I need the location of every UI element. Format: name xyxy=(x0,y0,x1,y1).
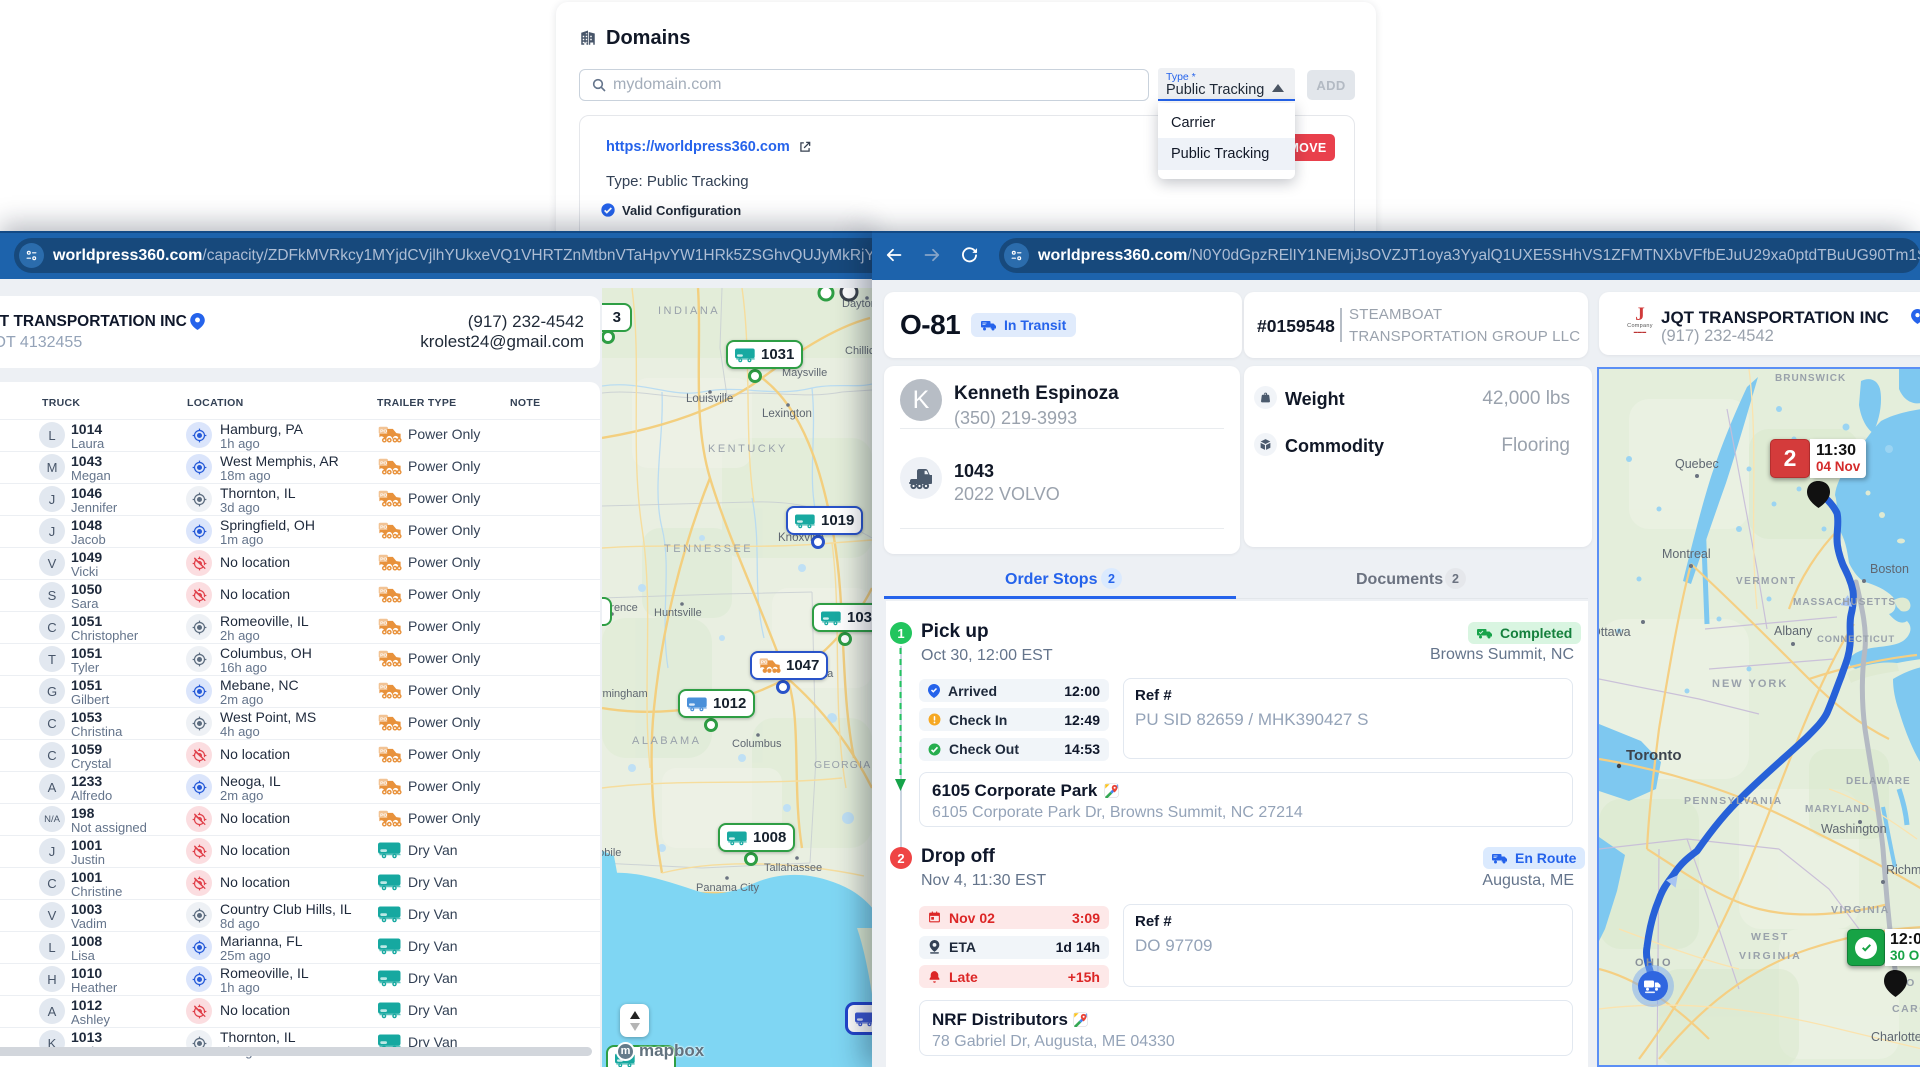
svg-text:Toronto: Toronto xyxy=(1626,747,1682,764)
svg-text:Tallahassee: Tallahassee xyxy=(764,862,822,874)
svg-text:Richmond: Richmond xyxy=(1886,863,1920,877)
svg-text:KENTUCKY: KENTUCKY xyxy=(708,443,788,455)
svg-text:Mobile: Mobile xyxy=(602,847,621,859)
svg-text:Montreal: Montreal xyxy=(1662,547,1711,561)
svg-text:Chillicoth: Chillicoth xyxy=(845,345,872,357)
svg-text:Louisville: Louisville xyxy=(686,393,733,405)
svg-text:Lexington: Lexington xyxy=(762,408,812,420)
svg-text:VIRGINIA: VIRGINIA xyxy=(1831,904,1890,916)
svg-text:Charlotte: Charlotte xyxy=(1871,1030,1920,1044)
svg-text:BRUNSWICK: BRUNSWICK xyxy=(1775,373,1846,384)
svg-text:PO: PO xyxy=(380,588,387,594)
svg-text:OHIO: OHIO xyxy=(1635,957,1673,969)
svg-text:MASSACHUSETTS: MASSACHUSETTS xyxy=(1793,597,1896,608)
svg-text:INDIANA: INDIANA xyxy=(658,305,720,317)
svg-text:CARO: CARO xyxy=(1892,1003,1920,1015)
svg-text:PO: PO xyxy=(380,748,387,754)
svg-text:PO: PO xyxy=(380,716,387,722)
svg-text:ALABAMA: ALABAMA xyxy=(632,735,701,747)
svg-text:DELAWARE: DELAWARE xyxy=(1846,776,1911,787)
svg-text:PO: PO xyxy=(380,524,387,530)
svg-text:TENNESSEE: TENNESSEE xyxy=(664,543,753,555)
svg-text:PO: PO xyxy=(380,684,387,690)
svg-text:PO: PO xyxy=(380,460,387,466)
svg-text:VERMONT: VERMONT xyxy=(1736,576,1797,587)
svg-text:MARYLAND: MARYLAND xyxy=(1805,804,1870,815)
svg-text:PO: PO xyxy=(380,780,387,786)
svg-text:WEST: WEST xyxy=(1751,931,1789,943)
svg-text:PO: PO xyxy=(380,428,387,434)
svg-text:PO: PO xyxy=(380,652,387,658)
svg-text:CONNECTICUT: CONNECTICUT xyxy=(1817,634,1895,645)
svg-text:Washington: Washington xyxy=(1821,822,1887,836)
svg-text:Ottawa: Ottawa xyxy=(1599,625,1631,639)
svg-text:Albany: Albany xyxy=(1774,624,1813,638)
svg-text:Maysville: Maysville xyxy=(782,367,827,379)
svg-text:PO: PO xyxy=(761,660,768,665)
svg-text:GEORGIA: GEORGIA xyxy=(814,759,871,771)
svg-text:Huntsville: Huntsville xyxy=(654,607,702,619)
svg-text:PO: PO xyxy=(380,492,387,498)
svg-text:PO: PO xyxy=(380,620,387,626)
svg-text:Panama City: Panama City xyxy=(696,882,759,894)
svg-text:PO: PO xyxy=(380,812,387,818)
svg-text:Boston: Boston xyxy=(1870,562,1909,576)
svg-text:PENNSYLVANIA: PENNSYLVANIA xyxy=(1684,795,1783,807)
svg-text:PO: PO xyxy=(380,556,387,562)
svg-text:VIRGINIA: VIRGINIA xyxy=(1739,950,1802,962)
svg-text:Quebec: Quebec xyxy=(1675,457,1719,471)
svg-text:Birmingham: Birmingham xyxy=(602,688,648,700)
svg-text:NEW YORK: NEW YORK xyxy=(1712,678,1788,690)
svg-text:Columbus: Columbus xyxy=(732,738,782,750)
